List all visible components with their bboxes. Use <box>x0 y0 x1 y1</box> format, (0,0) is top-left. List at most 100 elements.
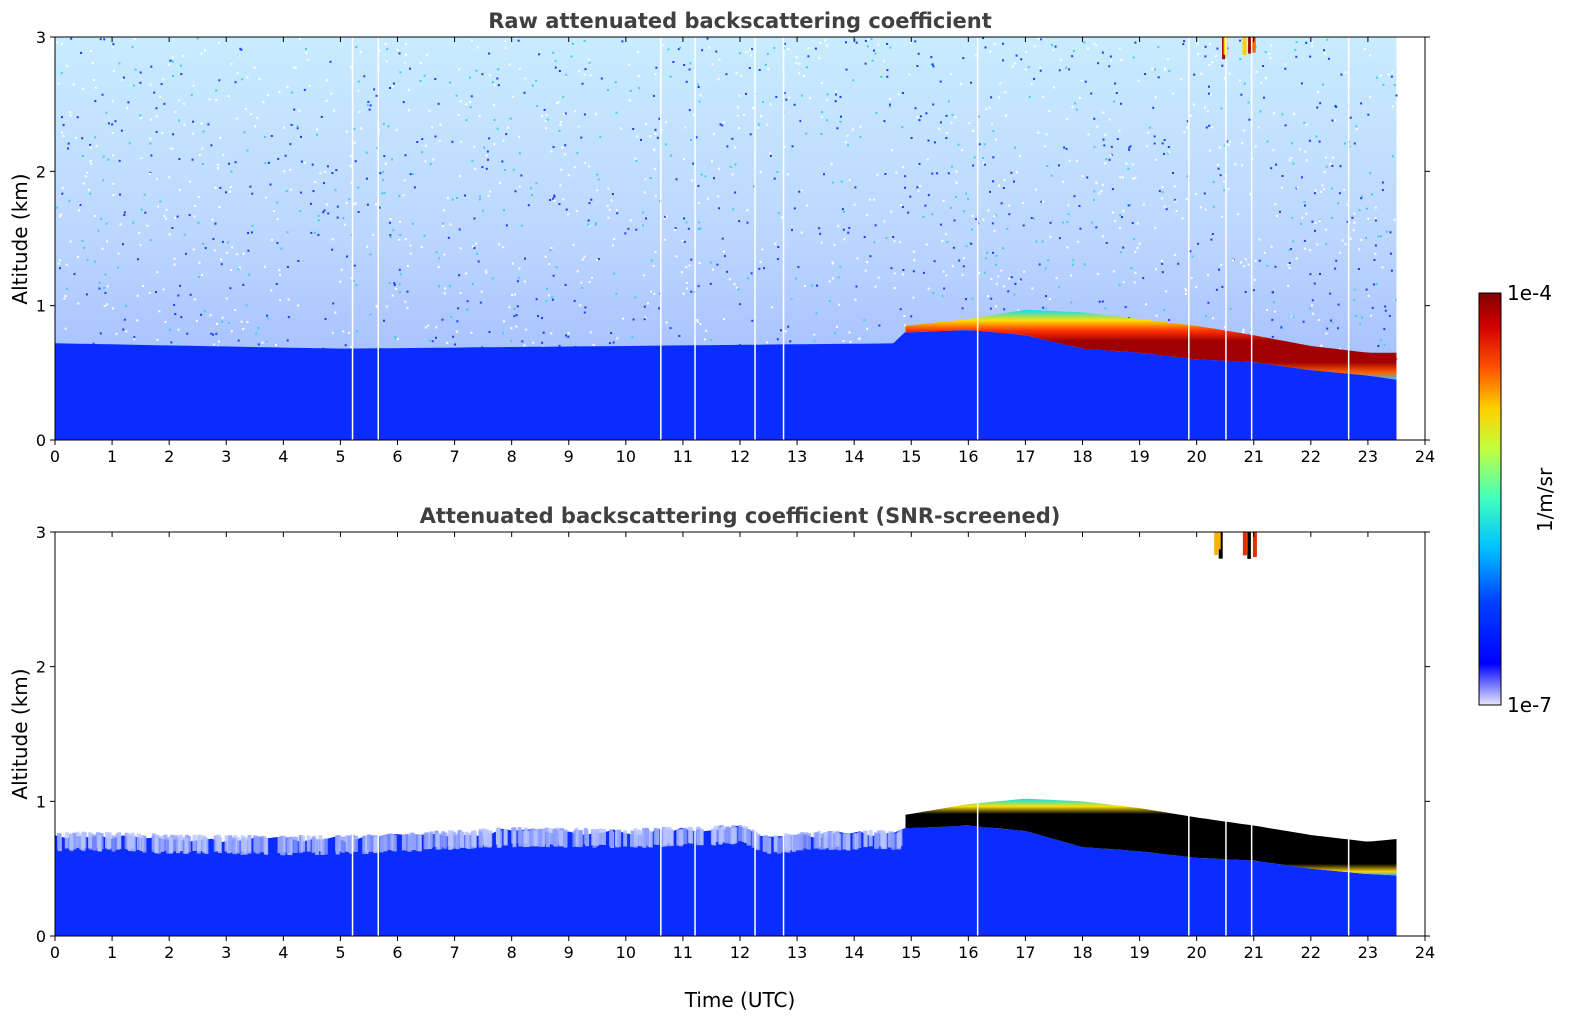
x-tick-label: 23 <box>1358 943 1378 962</box>
panel-title: Attenuated backscattering coefficient (S… <box>420 504 1061 528</box>
data-gap <box>782 37 785 440</box>
x-tick-label: 12 <box>730 447 750 466</box>
x-axis-label: Time (UTC) <box>684 988 796 1012</box>
boundary-layer <box>55 825 1397 936</box>
x-tick-label: 11 <box>673 943 693 962</box>
data-gap <box>660 37 662 440</box>
x-tick-label: 11 <box>673 447 693 466</box>
x-tick-label: 4 <box>278 943 288 962</box>
x-tick-label: 7 <box>449 447 459 466</box>
plot-area: 0 1 2 3 4 5 6 7 8 9 10 11 12 13 14 15 16 17 18 19 20 21 22 23 24… <box>36 28 1435 466</box>
y-tick-label: 0 <box>36 431 46 450</box>
data-gap <box>694 532 696 936</box>
x-tick-label: 19 <box>1129 447 1149 466</box>
x-tick-label: 2 <box>164 447 174 466</box>
x-tick-label: 14 <box>844 943 864 962</box>
y-tick-label: 0 <box>36 927 46 946</box>
x-tick-label: 13 <box>787 943 807 962</box>
y-axis: 0 1 2 3 <box>36 523 1430 946</box>
x-tick-label: 16 <box>958 447 978 466</box>
x-tick-label: 21 <box>1244 943 1264 962</box>
data-gap <box>351 532 354 936</box>
data-gap <box>1347 532 1350 936</box>
high-cloud <box>1214 532 1257 559</box>
data-gap <box>754 37 756 440</box>
x-tick-label: 1 <box>107 447 117 466</box>
x-tick-label: 10 <box>616 447 636 466</box>
x-tick-label: 15 <box>901 943 921 962</box>
x-tick-label: 15 <box>901 447 921 466</box>
colorbar-max-label: 1e-4 <box>1507 281 1552 305</box>
data-gap <box>1188 37 1190 440</box>
y-tick-label: 2 <box>36 658 46 677</box>
y-tick-label: 2 <box>36 162 46 181</box>
boundary-layer <box>55 330 1397 440</box>
data-gap <box>1347 37 1350 440</box>
x-tick-label: 24 <box>1415 447 1435 466</box>
x-tick-label: 20 <box>1186 943 1206 962</box>
x-tick-label: 22 <box>1301 943 1321 962</box>
x-tick-label: 8 <box>507 447 517 466</box>
cloud-layer <box>905 798 1397 876</box>
x-tick-label: 18 <box>1072 447 1092 466</box>
x-tick-label: 22 <box>1301 447 1321 466</box>
x-tick-label: 18 <box>1072 943 1092 962</box>
x-tick-label: 5 <box>335 943 345 962</box>
data-gap <box>660 532 662 936</box>
data-gap <box>694 37 696 440</box>
x-tick-label: 12 <box>730 943 750 962</box>
x-axis: 0 1 2 3 4 5 6 7 8 9 10 11 12 13 14 15 16 17 18 19 20 21 22 23 24 <box>50 37 1435 466</box>
noise-speckle <box>55 37 1398 381</box>
heatmap-image <box>55 37 1398 440</box>
x-tick-label: 9 <box>564 943 574 962</box>
x-tick-label: 0 <box>50 943 60 962</box>
colorbar-min-label: 1e-7 <box>1507 693 1552 717</box>
x-tick-label: 2 <box>164 943 174 962</box>
data-gaps <box>351 532 1350 936</box>
cloud-layer <box>905 309 1397 380</box>
data-gap <box>976 532 979 936</box>
data-gap <box>377 532 379 936</box>
x-tick-label: 6 <box>392 943 402 962</box>
colorbar-unit-label: 1/m/sr <box>1533 467 1557 532</box>
colorbar: 1e-4 1e-7 1/m/sr <box>1478 281 1557 717</box>
x-tick-label: 19 <box>1129 943 1149 962</box>
x-tick-label: 7 <box>449 943 459 962</box>
x-tick-label: 24 <box>1415 943 1435 962</box>
y-axis: 0 1 2 3 <box>36 28 1430 450</box>
colorbar-gradient <box>1478 292 1502 706</box>
y-axis-label: Altitude (km) <box>8 668 32 799</box>
data-gap <box>377 37 379 440</box>
data-gap <box>782 532 785 936</box>
data-gap <box>1250 37 1253 440</box>
plot-area: 0 1 2 3 4 5 6 7 8 9 10 11 12 13 14 15 16 17 18 19 20 21 22 23 24… <box>36 523 1435 962</box>
x-tick-label: 23 <box>1358 447 1378 466</box>
x-tick-label: 21 <box>1244 447 1264 466</box>
x-tick-label: 4 <box>278 447 288 466</box>
x-tick-label: 14 <box>844 447 864 466</box>
boundary-layer-fringe <box>57 825 903 856</box>
x-tick-label: 0 <box>50 447 60 466</box>
y-tick-label: 3 <box>36 523 46 542</box>
y-tick-label: 1 <box>36 792 46 811</box>
heatmap-image <box>55 532 1397 936</box>
x-tick-label: 1 <box>107 943 117 962</box>
data-gap <box>1188 532 1190 936</box>
x-tick-label: 5 <box>335 447 345 466</box>
data-gap <box>1225 532 1227 936</box>
panel-title: Raw attenuated backscattering coefficien… <box>488 9 992 33</box>
x-tick-label: 17 <box>1015 447 1035 466</box>
y-tick-label: 3 <box>36 28 46 47</box>
x-tick-label: 10 <box>616 943 636 962</box>
x-tick-label: 20 <box>1186 447 1206 466</box>
x-tick-label: 3 <box>221 943 231 962</box>
x-tick-label: 17 <box>1015 943 1035 962</box>
panel-snr-screened-backscatter: Attenuated backscattering coefficient (S… <box>8 504 1435 1012</box>
data-gap <box>976 37 979 440</box>
x-tick-label: 3 <box>221 447 231 466</box>
x-tick-label: 9 <box>564 447 574 466</box>
data-gap <box>754 532 756 936</box>
x-tick-label: 8 <box>507 943 517 962</box>
panel-raw-backscatter: Raw attenuated backscattering coefficien… <box>8 9 1435 466</box>
